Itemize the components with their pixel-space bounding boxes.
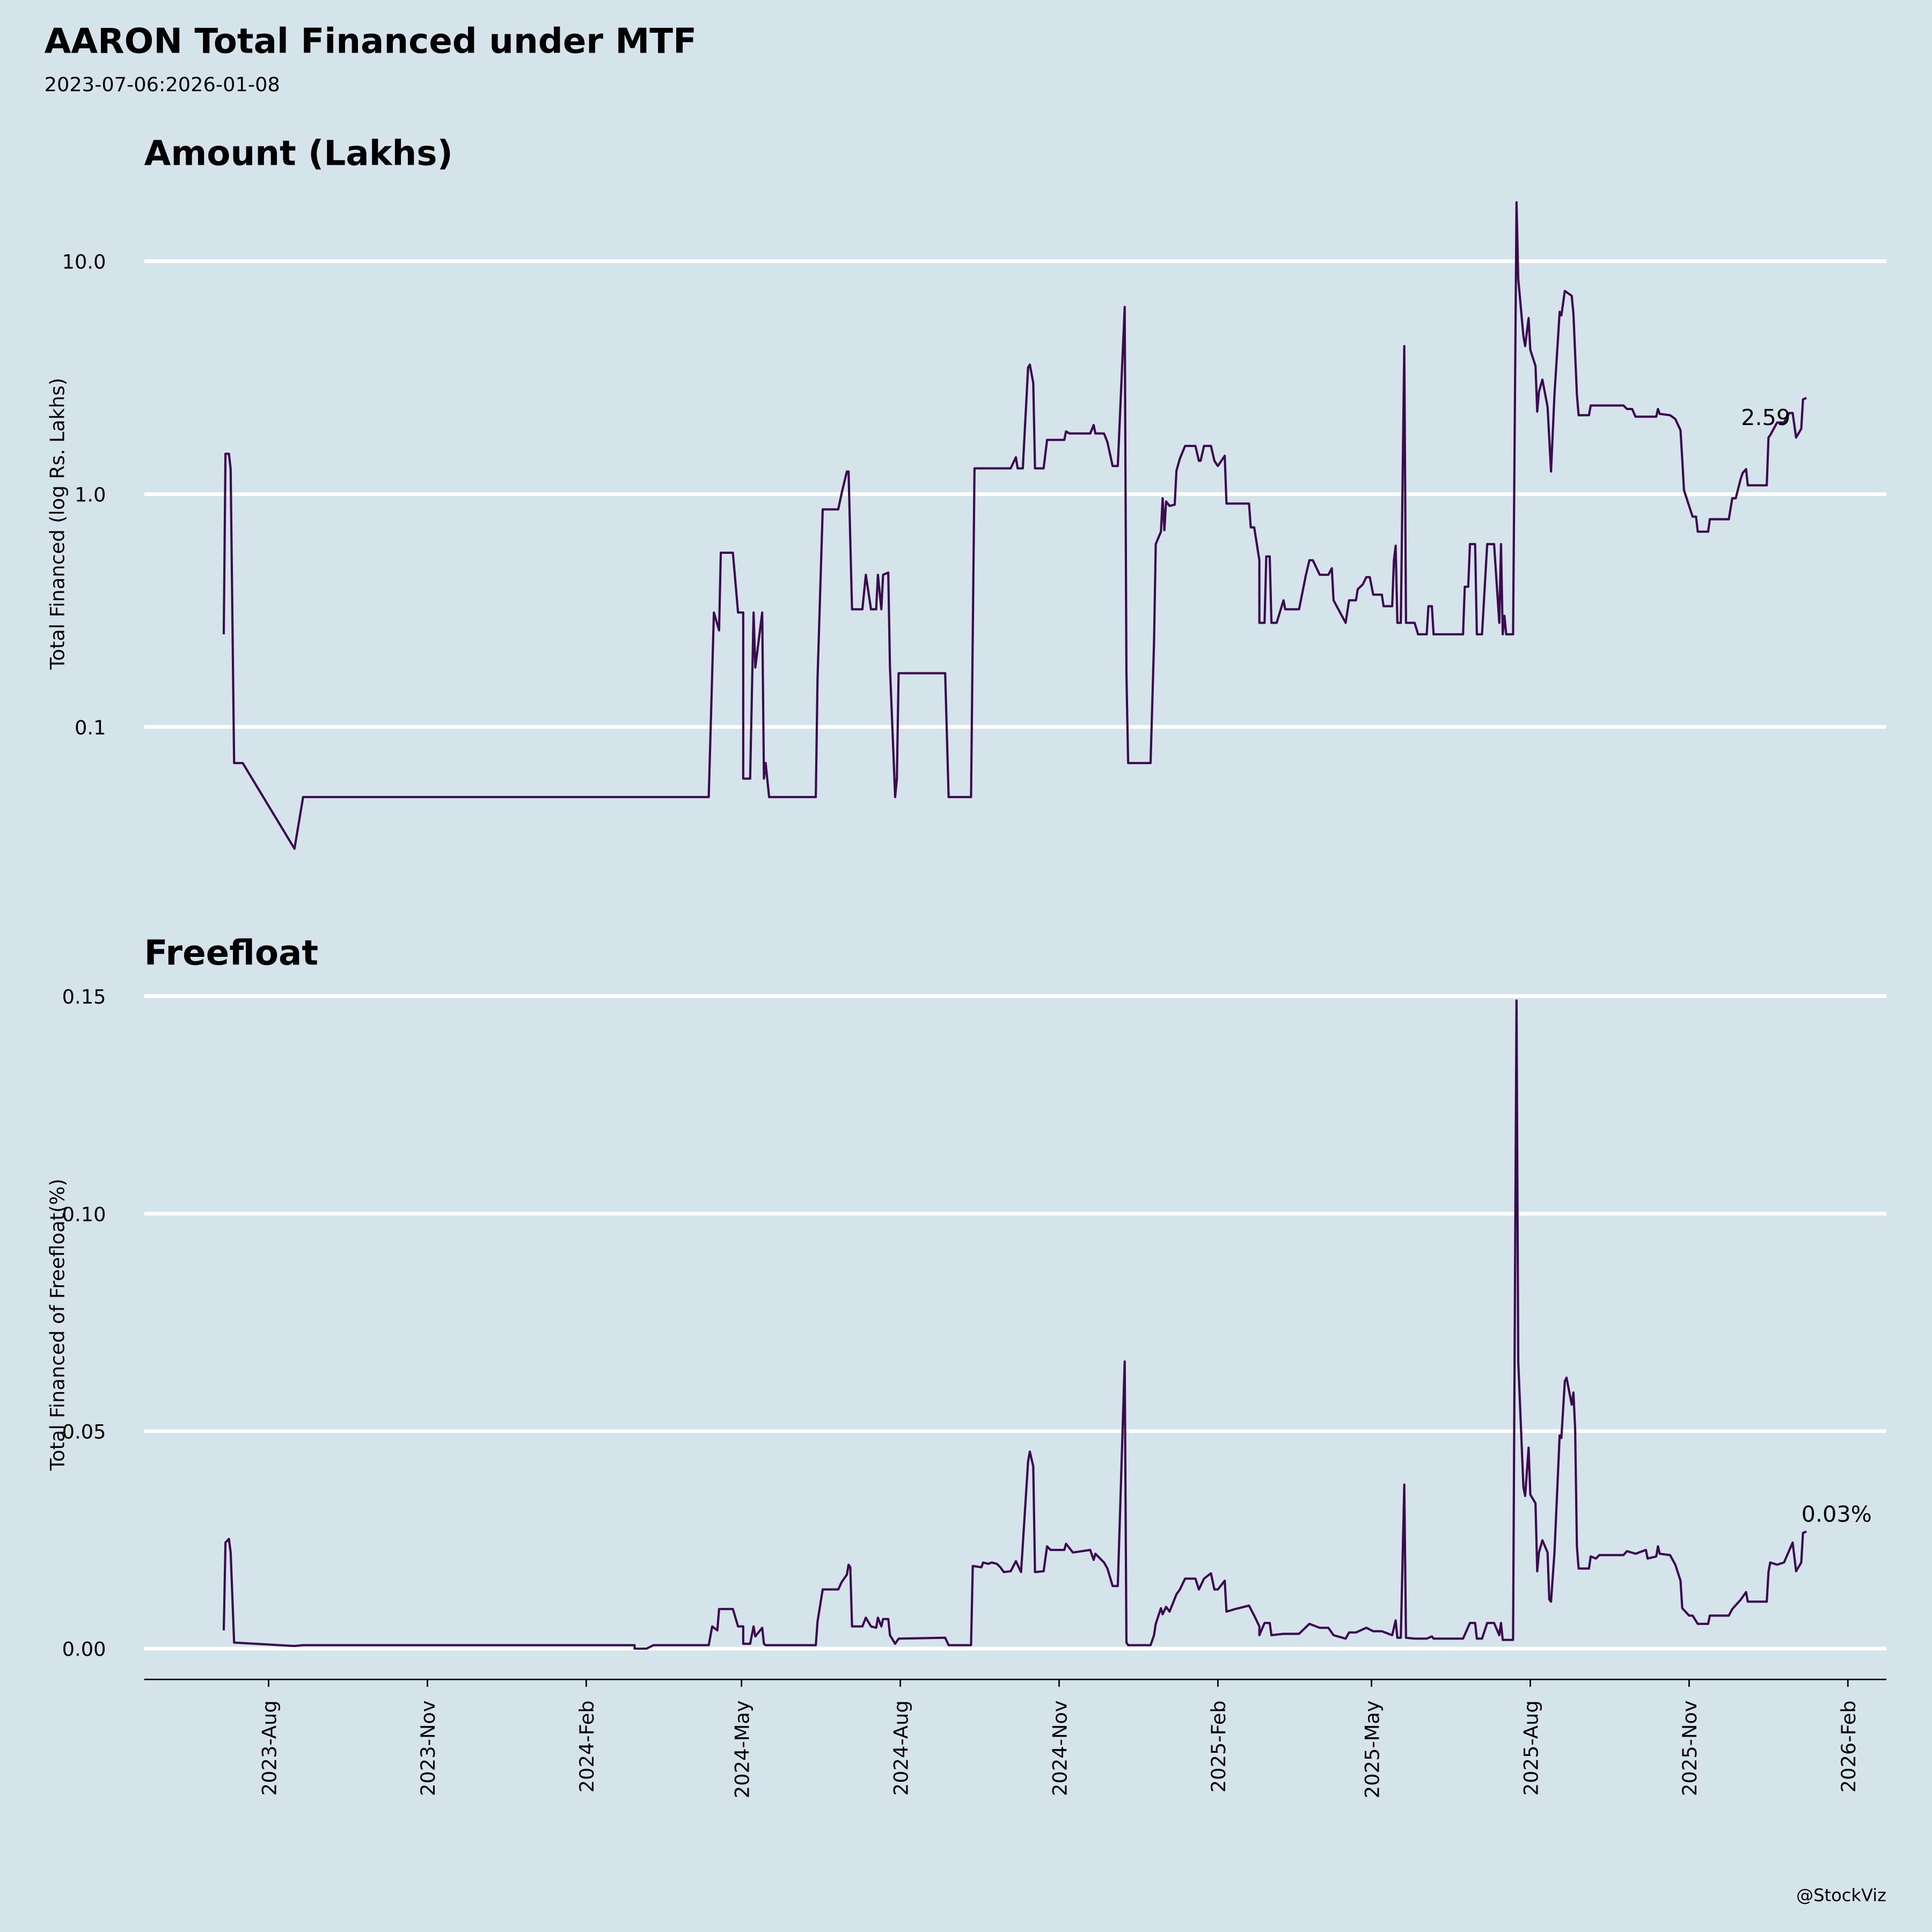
y-tick-label: 1.0: [75, 483, 106, 506]
series-lines: [222, 201, 1807, 1650]
y-tick-label: 0.1: [75, 716, 106, 739]
gridlines-freefloat: 0.00 0.05 0.10 0.15: [62, 985, 1887, 1661]
last-value-annotation-freefloat: 0.03%: [1802, 1501, 1872, 1527]
y-tick-label: 10.0: [62, 251, 106, 274]
x-tick-label: 2024-May: [731, 1700, 754, 1798]
x-tick-label: 2026-Feb: [1837, 1700, 1860, 1792]
x-tick-label: 2025-May: [1360, 1700, 1384, 1798]
footer-credit: @StockViz: [1796, 1885, 1886, 1906]
chart-subtitle: 2023-07-06:2026-01-08: [45, 73, 280, 96]
y-tick-label: 0.15: [62, 985, 106, 1008]
x-tick-label: 2025-Nov: [1678, 1700, 1701, 1796]
x-tick-label: 2025-Feb: [1207, 1700, 1230, 1792]
y-tick-label: 0.10: [62, 1203, 106, 1226]
panel-title-amount: Amount (Lakhs): [144, 134, 453, 174]
series-line-amount: [222, 201, 1807, 850]
y-axis-label-freefloat: Total Financed of Freefloat(%): [46, 1179, 69, 1471]
x-tick-label: 2024-Aug: [889, 1700, 912, 1796]
x-axis-ticks: 2023-Aug 2023-Nov 2024-Feb 2024-May 2024-Aug…: [258, 1679, 1860, 1798]
panel-title-freefloat: Freefloat: [144, 933, 319, 974]
y-tick-label: 0.00: [62, 1638, 106, 1661]
x-tick-label: 2023-Aug: [258, 1700, 281, 1796]
x-tick-label: 2025-Aug: [1519, 1700, 1542, 1796]
gridlines-amount: 0.1 1.0 10.0: [62, 251, 1887, 739]
x-tick-label: 2023-Nov: [416, 1700, 440, 1796]
y-axis-label-amount: Total Financed (log Rs. Lakhs): [46, 378, 69, 670]
y-tick-label: 0.05: [62, 1420, 106, 1443]
chart-title: AARON Total Financed under MTF: [45, 21, 697, 62]
x-tick-label: 2024-Nov: [1048, 1700, 1071, 1796]
x-tick-label: 2024-Feb: [575, 1700, 598, 1792]
last-value-annotation-amount: 2.59: [1741, 405, 1790, 430]
series-line-freefloat: [222, 999, 1807, 1650]
